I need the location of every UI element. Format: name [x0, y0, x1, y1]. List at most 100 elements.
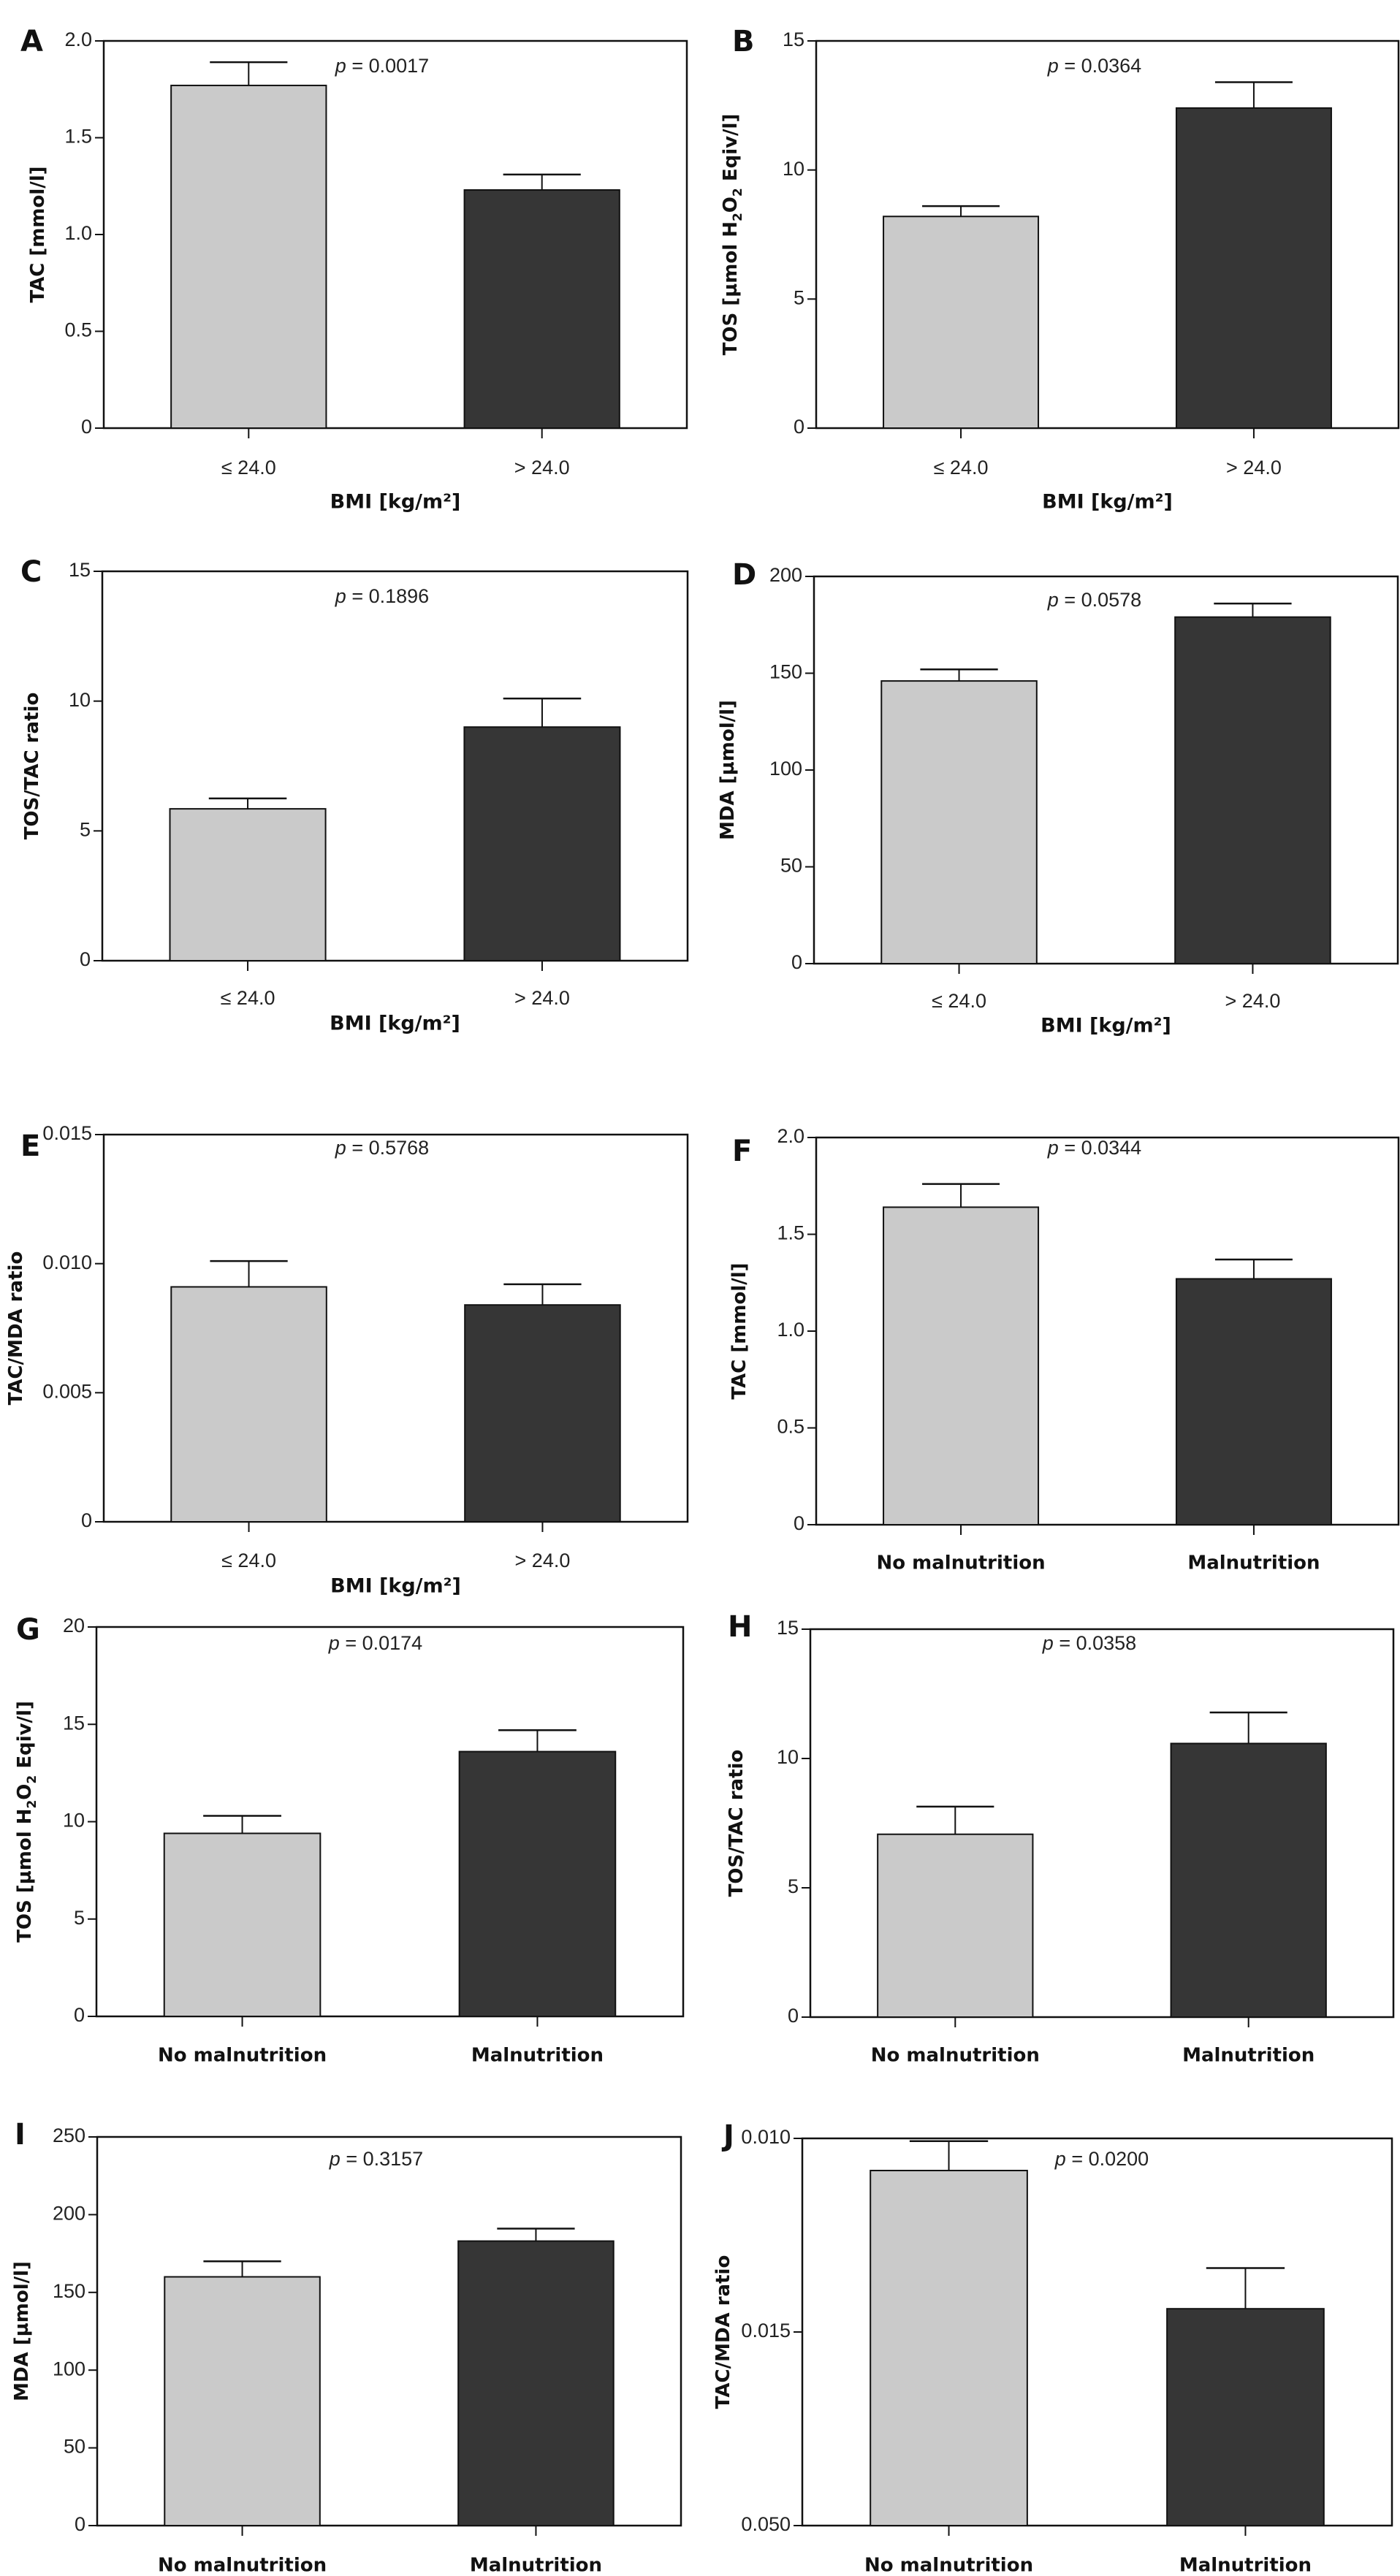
y-tick-label: 0	[74, 2004, 85, 2026]
p-value-annotation: p = 0.0344	[1047, 1137, 1141, 1159]
bar-group1	[169, 808, 327, 961]
panel-letter: D	[732, 558, 756, 592]
x-category-label: > 24.0	[515, 1550, 571, 1571]
y-tick-label: 15	[777, 1617, 799, 1639]
p-value-text: = 0.0017	[346, 55, 429, 77]
y-axis-title: TOS [µmol H2O2 Eqiv/l]	[14, 1701, 40, 1943]
y-tick-label: 20	[63, 1615, 85, 1636]
y-tick-label: 150	[53, 2280, 85, 2302]
y-tick-label: 0	[75, 2513, 85, 2535]
x-category-label: No malnutrition	[158, 2045, 327, 2067]
y-axis-title: TAC/MDA ratio	[5, 1251, 27, 1406]
y-tick-label: 200	[769, 564, 802, 586]
x-category-label: Malnutrition	[1187, 1552, 1320, 1574]
panel-letter: J	[721, 2119, 734, 2153]
subscript: 2	[731, 213, 745, 221]
y-tick-label: 2.0	[64, 28, 92, 50]
y-tick-label: 100	[769, 758, 802, 780]
p-value-annotation: p = 0.0200	[1054, 2148, 1149, 2170]
bar-group1	[877, 1833, 1034, 2018]
y-tick-label: 1.0	[777, 1319, 804, 1341]
plot-frame	[809, 1628, 1395, 2019]
p-value-annotation: p = 0.3157	[329, 2148, 423, 2170]
bar-group2	[1170, 1742, 1327, 2019]
p-symbol: p	[329, 2148, 341, 2170]
p-value-annotation: p = 0.0174	[328, 1632, 422, 1654]
y-axis-title-part: TAC [mmol/l]	[728, 1262, 750, 1399]
panel-i: I 0 50 100 150 200 250 No malnutrition Malnutrit…	[11, 2118, 682, 2576]
panel-letter: A	[20, 25, 43, 58]
panel-letter: C	[20, 555, 42, 589]
y-axis-title: TOS/TAC ratio	[21, 693, 43, 840]
y-tick-label: 0	[794, 416, 804, 438]
bar-group1	[164, 2276, 321, 2527]
x-category-label: > 24.0	[1226, 457, 1282, 479]
y-tick-label: 2.0	[777, 1125, 804, 1147]
bar-group2	[457, 2240, 615, 2526]
y-axis-title: MDA [µmol/l]	[717, 700, 739, 840]
panel-letter: H	[728, 1610, 752, 1644]
x-category-label: ≤ 24.0	[221, 987, 275, 1009]
p-symbol: p	[335, 55, 346, 77]
y-tick-label: 0.010	[42, 1251, 92, 1273]
y-tick-label: 1.0	[64, 222, 92, 244]
x-category-label: Malnutrition	[471, 2045, 604, 2067]
y-axis-title: TOS [µmol H2O2 Eqiv/l]	[720, 114, 746, 356]
y-axis-title-part: TOS [µmol H	[720, 221, 742, 355]
bar-group2	[464, 1304, 621, 1523]
y-tick-label: 10	[783, 158, 804, 180]
y-axis-title-part: Eqiv/l]	[14, 1701, 36, 1775]
bar-group1	[170, 84, 327, 429]
y-axis-title: TAC [mmol/l]	[27, 166, 49, 302]
x-category-label: No malnutrition	[871, 2045, 1040, 2067]
panel-f: F 0 0.5 1.0 1.5 2.0 No malnutrition Malnutritio…	[728, 1125, 1400, 1574]
y-tick-label: 0	[791, 951, 802, 973]
y-tick-label: 0.5	[777, 1416, 804, 1438]
p-symbol: p	[1047, 1137, 1059, 1159]
p-value-text: = 0.0364	[1059, 55, 1141, 77]
y-tick-label: 50	[64, 2436, 85, 2458]
plot-frame	[102, 1133, 689, 1523]
x-category-label: Malnutrition	[1179, 2555, 1312, 2576]
y-tick-label: 1.5	[64, 126, 92, 148]
panel-letter: E	[20, 1129, 40, 1163]
x-category-label: ≤ 24.0	[221, 457, 276, 479]
bar-group1	[870, 2169, 1028, 2526]
panel-a: A 0 0.5 1.0 1.5 2.0 ≤ 24.0 > 24.0 BMI [kg/m²] TAC…	[20, 25, 688, 514]
y-tick-label: 0.005	[42, 1380, 92, 1402]
panel-e: E 0 0.005 0.010 0.015 ≤ 24.0 > 24.0 BMI [kg/m²]…	[5, 1122, 689, 1598]
y-axis-title-part: Eqiv/l]	[720, 114, 742, 188]
bar-group1	[883, 216, 1040, 429]
y-axis-title: TAC/MDA ratio	[712, 2255, 734, 2409]
y-tick-label: 0	[794, 1512, 804, 1534]
bar-group1	[163, 1832, 322, 2017]
p-value-annotation: p = 0.0358	[1042, 1632, 1136, 1654]
x-category-label: No malnutrition	[864, 2555, 1033, 2576]
plot-frame	[815, 39, 1400, 430]
x-category-label: No malnutrition	[876, 1552, 1045, 1574]
x-axis-title: BMI [kg/m²]	[330, 1013, 460, 1035]
p-value-annotation: p = 0.0578	[1047, 589, 1141, 611]
y-axis-title-part: TAC/MDA ratio	[712, 2255, 734, 2409]
x-category-label: ≤ 24.0	[221, 1550, 276, 1571]
p-symbol: p	[335, 585, 346, 607]
subscript: 2	[25, 1775, 39, 1784]
p-value-text: = 0.0174	[340, 1632, 422, 1654]
bar-group2	[1175, 107, 1332, 429]
panel-g: G 0 5 10 15 20 No malnutrition Malnutrition TOS …	[14, 1613, 685, 2067]
x-axis-title: BMI [kg/m²]	[1042, 491, 1173, 514]
p-symbol: p	[1042, 1632, 1054, 1654]
y-tick-label: 0.015	[741, 2320, 791, 2341]
p-value-annotation: p = 0.0364	[1047, 55, 1141, 77]
y-axis-title: TOS/TAC ratio	[726, 1750, 747, 1897]
y-tick-label: 150	[769, 661, 802, 683]
y-tick-label: 5	[80, 818, 91, 840]
y-tick-label: 0	[81, 416, 92, 438]
y-axis-title-part: TAC [mmol/l]	[27, 166, 49, 302]
y-tick-label: 10	[777, 1746, 799, 1768]
y-tick-label: 10	[63, 1810, 85, 1832]
p-symbol: p	[335, 1137, 346, 1159]
x-axis-title: BMI [kg/m²]	[1041, 1015, 1171, 1037]
y-tick-label: 200	[53, 2203, 85, 2225]
